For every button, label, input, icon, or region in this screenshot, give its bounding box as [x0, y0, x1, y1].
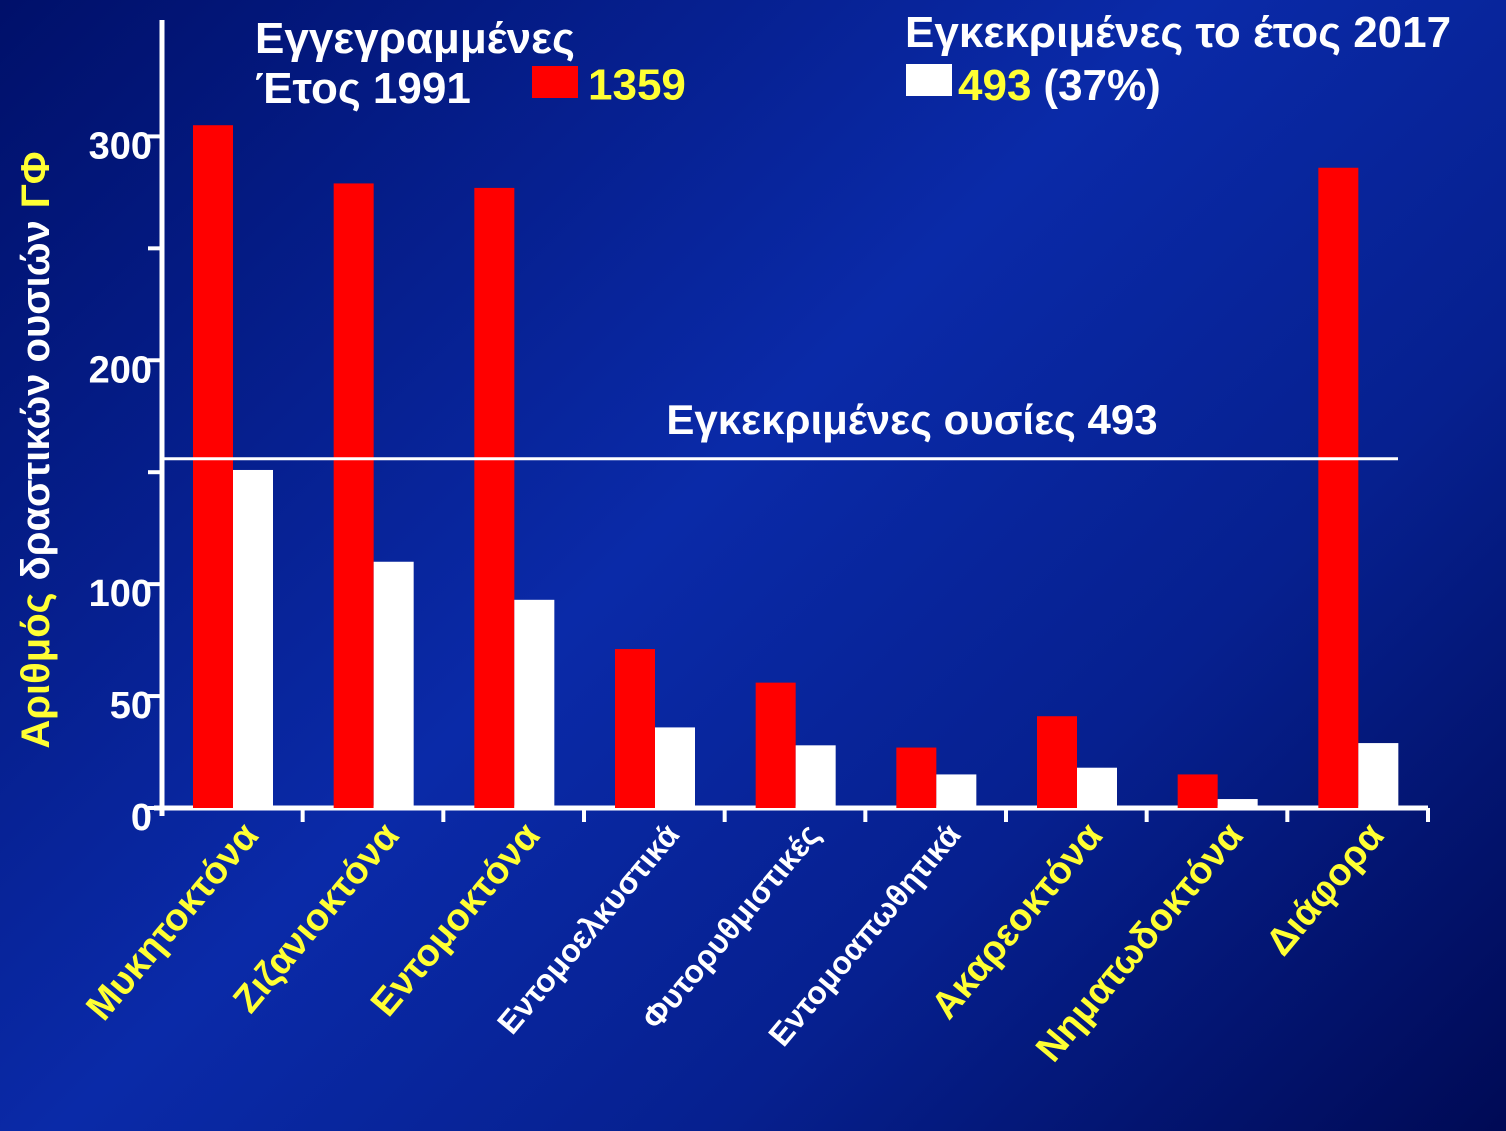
bar [373, 561, 414, 808]
y-axis-title-part: Αριθμός [14, 593, 58, 749]
reference-label: Εγκεκριμένες ουσίες 493 [666, 396, 1157, 443]
legend-total: 1359 [588, 61, 686, 110]
y-tick-label: 300 [89, 125, 152, 167]
bar [193, 125, 233, 808]
legend-swatch [906, 64, 952, 96]
legend-total-share: (37%) [1043, 61, 1160, 110]
bar [1077, 767, 1117, 808]
y-tick-label: 50 [110, 685, 152, 727]
bar [896, 747, 937, 808]
bar [936, 774, 977, 808]
legend-label: Εγκεκριμένες το έτος 2017 [905, 8, 1452, 57]
y-tick-label: 100 [89, 573, 152, 615]
bar [233, 469, 273, 808]
legend-label: Εγγεγραμμένες Έτος 1991 [255, 14, 575, 113]
y-tick-label: 200 [89, 349, 152, 391]
y-axis-title-part: ΓΦ [14, 151, 58, 208]
bar [795, 745, 836, 808]
bar [1358, 743, 1399, 808]
bar [514, 599, 555, 808]
y-tick-label: 0 [131, 797, 152, 839]
bar [655, 727, 695, 808]
bar [474, 187, 515, 809]
legend-total-value: 493 [958, 61, 1031, 110]
legend-swatch [532, 66, 578, 98]
x-tick-label: Διάφορα [1258, 815, 1392, 963]
bar [1177, 774, 1218, 808]
bar [755, 682, 796, 808]
bar [333, 183, 374, 808]
bar [1318, 167, 1359, 808]
y-axis-title: Αριθμός δραστικών ουσιών ΓΦ [14, 151, 58, 748]
legend-total: 493 (37%) [958, 61, 1161, 110]
bar [1037, 716, 1077, 808]
bar [615, 649, 655, 808]
bar [1217, 799, 1258, 808]
y-axis-title-part: δραστικών ουσιών [14, 220, 58, 580]
